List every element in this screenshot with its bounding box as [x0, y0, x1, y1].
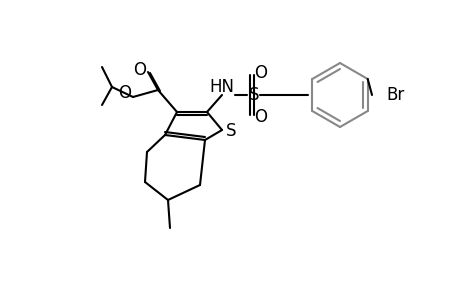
Text: S: S — [248, 86, 259, 104]
Text: S: S — [225, 122, 236, 140]
Text: Br: Br — [385, 86, 403, 104]
Text: O: O — [133, 61, 146, 79]
Text: O: O — [254, 108, 267, 126]
Text: O: O — [254, 64, 267, 82]
Text: HN: HN — [209, 78, 234, 96]
Text: O: O — [118, 84, 131, 102]
